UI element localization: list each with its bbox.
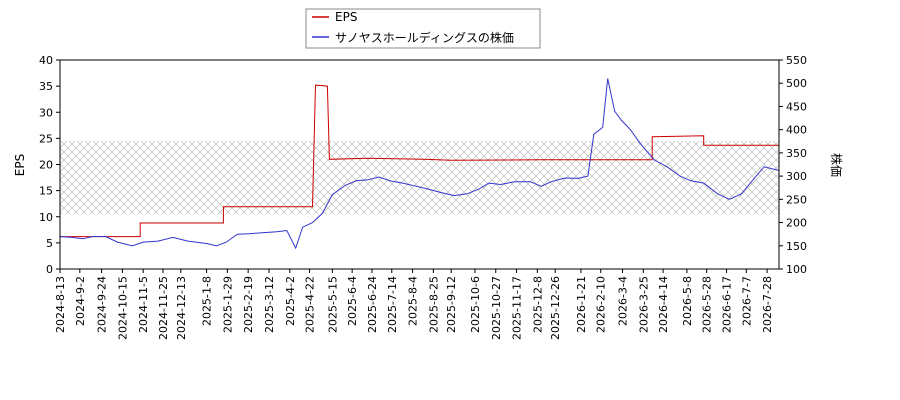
x-tick-label: 2026-5-28 — [701, 276, 714, 333]
x-tick-label: 2026-3-25 — [637, 276, 650, 333]
y-right-tick-label: 150 — [786, 240, 807, 253]
x-tick-label: 2025-9-12 — [445, 276, 458, 333]
x-tick-label: 2024-10-15 — [116, 276, 129, 340]
x-tick-label: 2025-8-4 — [407, 276, 420, 326]
x-tick-label: 2024-12-13 — [175, 276, 188, 340]
y-right-tick-label: 200 — [786, 217, 807, 230]
x-tick-label: 2025-10-27 — [490, 276, 503, 340]
x-tick-label: 2025-8-25 — [427, 276, 440, 333]
legend-box — [305, 8, 541, 49]
x-tick-label: 2024-9-2 — [74, 276, 87, 326]
x-tick-label: 2025-4-2 — [284, 276, 297, 326]
x-tick-label: 2026-4-14 — [657, 276, 670, 333]
x-tick-label: 2026-7-28 — [761, 276, 774, 333]
x-tick-label: 2024-8-13 — [54, 276, 67, 333]
x-tick-label: 2025-4-22 — [304, 276, 317, 333]
x-tick-label: 2026-6-17 — [721, 276, 734, 333]
shaded-band — [60, 140, 779, 215]
y-axis-left-title: EPS — [13, 154, 27, 176]
x-tick-label: 2025-5-15 — [326, 276, 339, 333]
x-tick-label: 2025-1-29 — [221, 276, 234, 333]
x-tick-label: 2025-10-6 — [469, 276, 482, 333]
x-tick-label: 2025-12-8 — [531, 276, 544, 333]
series-line-eps — [60, 84, 779, 238]
y-right-tick-label: 400 — [786, 124, 807, 137]
y-left-tick-label: 35 — [39, 80, 53, 93]
series-line-price — [59, 78, 780, 250]
x-tick-label: 2026-7-7 — [740, 276, 753, 326]
y-right-tick-label: 450 — [786, 100, 807, 113]
x-tick-label: 2026-2-10 — [595, 276, 608, 333]
series-layer — [59, 78, 780, 250]
x-tick-label: 2024-9-24 — [96, 276, 109, 333]
y-left-tick-label: 30 — [39, 106, 53, 119]
x-tick-label: 2026-1-21 — [575, 276, 588, 333]
y-left-tick-label: 25 — [39, 132, 53, 145]
x-tick-label: 2025-11-17 — [511, 276, 524, 340]
y-axis-right-title: 株価 — [829, 153, 844, 177]
right-axis: 100 150 200 250 300 350 400 450 500 550 — [779, 54, 807, 276]
x-tick-label: 2025-6-24 — [366, 276, 379, 333]
y-right-tick-label: 300 — [786, 170, 807, 183]
y-left-tick-label: 40 — [39, 54, 53, 67]
x-tick-label: 2025-7-14 — [386, 276, 399, 333]
legend: EPS サノヤスホールディングスの株価 — [305, 8, 541, 49]
y-right-tick-label: 500 — [786, 77, 807, 90]
x-axis: 2024-8-13 2024-9-2 2024-9-24 2024-10-15 2024… — [54, 269, 774, 340]
y-right-tick-label: 550 — [786, 54, 807, 67]
y-right-tick-label: 100 — [786, 263, 807, 276]
y-right-tick-label: 350 — [786, 147, 807, 160]
y-right-tick-label: 250 — [786, 193, 807, 206]
legend-label-price: サノヤスホールディングスの株価 — [335, 30, 514, 45]
x-tick-label: 2025-12-26 — [549, 276, 562, 340]
y-left-tick-label: 10 — [39, 211, 53, 224]
x-tick-label: 2025-2-19 — [242, 276, 255, 333]
x-tick-label: 2024-11-25 — [157, 276, 170, 340]
y-left-tick-label: 20 — [39, 159, 53, 172]
y-left-tick-label: 15 — [39, 185, 53, 198]
y-left-tick-label: 0 — [46, 263, 53, 276]
x-tick-label: 2026-5-8 — [681, 276, 694, 326]
left-axis: 0 5 10 15 20 25 30 35 40 — [39, 54, 60, 276]
x-tick-label: 2024-11-5 — [137, 276, 150, 333]
x-tick-label: 2026-3-4 — [617, 276, 630, 326]
x-tick-label: 2025-1-8 — [201, 276, 214, 326]
legend-label-eps: EPS — [335, 10, 357, 24]
x-tick-label: 2025-6-4 — [346, 276, 359, 326]
x-tick-label: 2025-3-12 — [263, 276, 276, 333]
y-left-tick-label: 5 — [46, 237, 53, 250]
